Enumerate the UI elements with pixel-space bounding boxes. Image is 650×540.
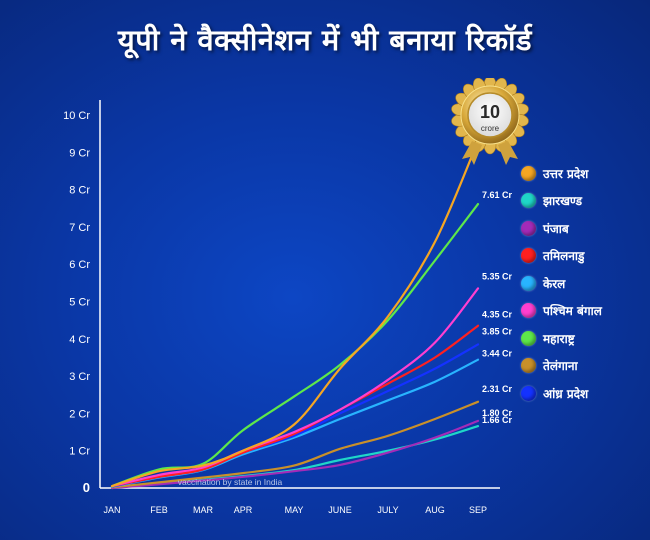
end-value-label: 7.61 Cr [482,190,513,200]
legend-swatch-icon [521,385,536,401]
end-value-label: 1.80 Cr [482,408,513,418]
legend-label: आंध्र प्रदेश [543,386,589,401]
legend-label: तमिलनाडु [543,249,585,263]
x-tick-label: APR [234,505,253,515]
series-line [110,400,480,489]
legend-item: झारखण्ड [521,190,582,212]
y-tick-label: 6 Cr [69,259,90,271]
line-chart: 0 1 Cr 2 Cr 3 Cr 4 Cr 5 Cr 6 Cr 7 Cr 8 Cr 9 Cr 10 … [63,78,529,515]
legend-item: उत्तर प्रदेश [521,162,588,184]
x-tick-label: FEB [150,505,168,515]
legend-swatch-icon [521,358,536,373]
badge-number: 10 [480,102,500,122]
x-tick-label: SEP [469,505,487,515]
end-value-label: 5.35 Cr [482,271,513,281]
legend-item: केरल [521,272,565,294]
y-tick-label: 7 Cr [69,222,90,234]
legend-swatch-icon [521,303,536,318]
y-tick-label: 1 Cr [69,446,90,458]
legend-item: तेलंगाना [521,355,578,377]
chart-subtitle: vaccination by state in India [178,477,283,487]
legend-swatch-icon [521,165,536,181]
legend-label: पश्चिम बंगाल [543,304,602,318]
series-line [110,419,480,490]
legend-swatch-icon [521,275,536,291]
y-tick-label: 4 Cr [69,334,90,346]
end-labels: 1.66 Cr1.80 Cr 4.35 Cr 3.44 Cr 5.35 Cr 7.61 … [482,190,513,425]
y-tick-label: 3 Cr [69,371,90,383]
x-tick-label: JULY [377,505,398,515]
y-tick-label: 2 Cr [69,408,90,420]
y-tick-label: 9 Cr [69,147,90,159]
end-value-label: 3.44 Cr [482,349,513,359]
legend-label: तेलंगाना [543,359,578,373]
legend-swatch-icon [521,330,536,346]
legend-swatch-icon [521,220,536,236]
legend-swatch-icon [521,193,536,208]
y-tick-label: 5 Cr [69,297,90,309]
page-title: यूपी ने वैक्सीनेशन में भी बनाया रिकॉर्ड [117,22,533,57]
legend-item: तमिलनाडु [521,245,584,267]
legend-item: पंजाब [521,217,569,239]
x-tick-label: AUG [425,505,445,515]
x-tick-label: JAN [103,505,120,515]
series-line [110,287,480,488]
legend-label: महाराष्ट्र [543,331,575,346]
x-tick-label: JUNE [328,505,352,515]
legend-item: महाराष्ट्र [521,327,575,349]
y-tick-label: 10 Cr [63,110,90,122]
legend-swatch-icon [521,248,536,263]
end-value-label: 1.66 Cr [482,415,513,425]
legend-item: आंध्र प्रदेश [521,382,588,404]
y-tick-label: 0 [83,480,90,495]
series-line [110,324,480,488]
series-line [110,203,480,488]
x-tick-label: MAY [285,505,304,515]
ten-crore-badge: 10 crore [451,78,529,165]
y-tick-label: 8 Cr [69,185,90,197]
badge-text: crore [481,124,500,133]
legend-label: केरल [543,276,566,291]
end-value-label: 2.31 Cr [482,384,513,394]
legend-label: पंजाब [543,221,569,236]
legend-item: पश्चिम बंगाल [521,300,602,322]
series-line [110,140,480,488]
end-value-label: 4.35 Cr [482,310,513,320]
x-tick-label: MAR [193,505,214,515]
end-value-label: 3.85 Cr [482,326,513,336]
axes: 0 1 Cr 2 Cr 3 Cr 4 Cr 5 Cr 6 Cr 7 Cr 8 Cr 9 Cr 10 … [63,100,500,515]
series-lines [110,140,480,490]
legend-label: झारखण्ड [543,194,583,208]
legend-label: उत्तर प्रदेश [543,166,589,181]
